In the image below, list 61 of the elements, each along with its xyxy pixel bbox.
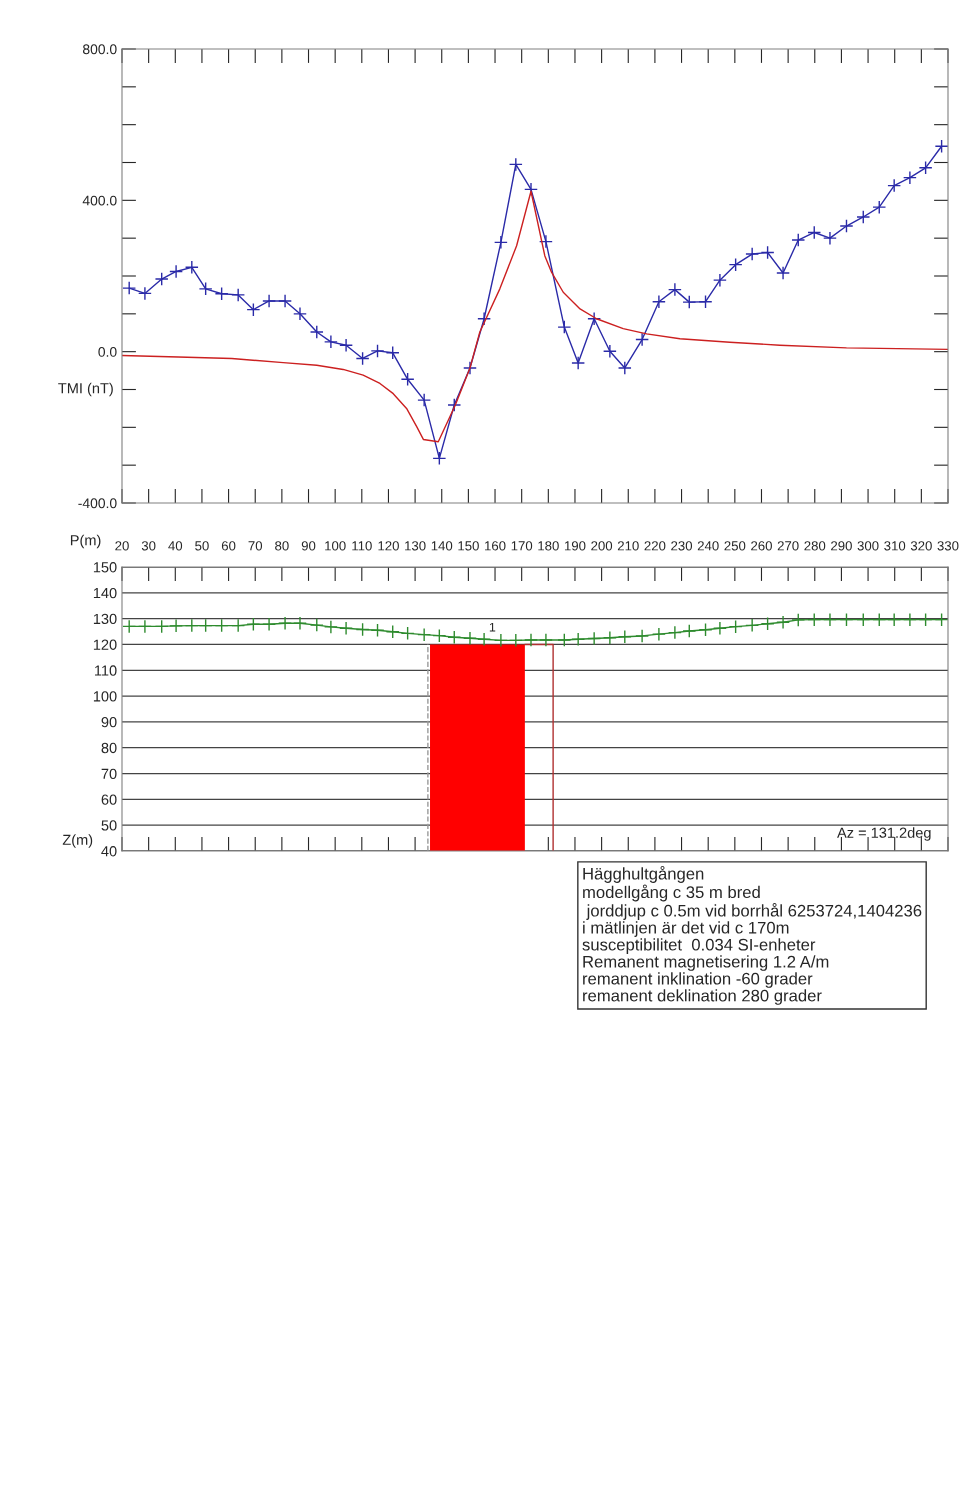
text: i mätlinjen är det vid c 170m [583,921,789,937]
x-tick-label: 140 [431,541,453,551]
y-tick-label: 800.0 [82,44,117,55]
x-tick-label: 70 [248,541,263,551]
x-tick-label: 130 [405,541,426,551]
x-tick-label: 20 [115,541,129,551]
x-tick-label: 210 [617,541,639,551]
y-tick-label: 0.0 [98,347,117,357]
text: jorddjup c 0.5m vid borrhål 6253724,1404236 [586,903,922,920]
x-axis-title: P(m) [70,534,101,549]
y-tick-label: 150 [93,562,117,573]
annotation: 1 [489,622,496,632]
x-tick-label: 220 [644,541,666,551]
text: Hägghultgången [583,866,704,883]
x-tick-label: 150 [458,541,479,551]
x-tick-label: 300 [857,541,879,551]
y-tick-label: 100 [93,691,117,702]
x-tick-label: 60 [221,541,236,551]
text: remanent deklination 280 grader [583,989,822,1005]
y-axis-title: TMI (nT) [58,382,113,397]
x-tick-label: 250 [724,541,746,551]
x-tick-label: 180 [538,541,559,551]
y-tick-label: 400.0 [82,195,117,206]
x-tick-label: 270 [777,541,799,551]
y-tick-label: 130 [93,613,117,625]
x-tick-label: 260 [751,541,772,551]
y-tick-label: -400.0 [78,498,117,509]
x-tick-label: 200 [591,541,613,551]
text: Remanent magnetisering 1.2 A/m [583,955,829,971]
x-tick-label: 50 [195,541,209,551]
y-tick-label: 40 [101,846,117,857]
y-axis-title: Z(m) [62,834,93,848]
x-tick-label: 290 [831,541,852,551]
x-tick-label: 320 [910,541,932,551]
x-tick-label: 170 [511,541,533,551]
x-tick-label: 280 [804,541,826,551]
y-tick-label: 60 [101,794,117,805]
x-tick-label: 230 [671,541,693,551]
text: susceptibilitet 0.034 SI-enheter [582,938,816,954]
x-tick-label: 110 [352,541,372,551]
y-tick-label: 90 [101,717,117,728]
x-tick-label: 100 [325,541,346,551]
x-tick-label: 240 [697,541,719,551]
annotation: Az = 131.2deg [837,827,931,841]
x-tick-label: 40 [168,541,183,551]
x-tick-label: 190 [564,541,586,551]
x-tick-label: 330 [937,541,959,551]
x-tick-label: 90 [301,541,316,551]
x-tick-label: 310 [884,541,906,551]
text: remanent inklination -60 grader [583,972,813,988]
y-tick-label: 70 [101,768,117,779]
x-tick-label: 80 [275,541,289,551]
y-tick-label: 80 [101,742,117,754]
y-tick-label: 140 [93,587,117,599]
x-tick-label: 120 [378,541,399,551]
y-tick-label: 50 [101,820,117,831]
x-tick-label: 30 [141,541,156,551]
x-tick-label: 160 [485,541,506,551]
text: modellgång c 35 m bred [583,884,760,902]
y-tick-label: 120 [93,639,117,650]
y-tick-label: 110 [95,665,117,676]
